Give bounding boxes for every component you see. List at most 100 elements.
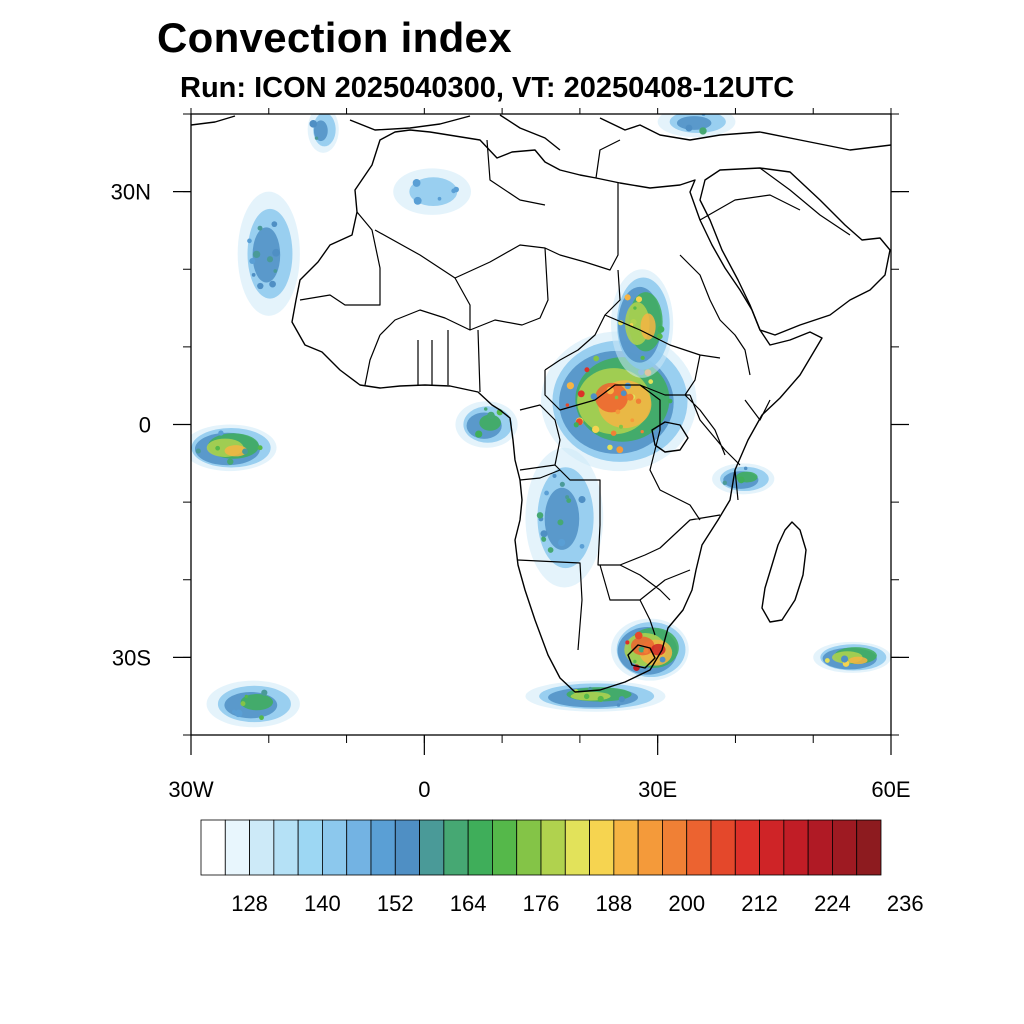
- convection-speck: [593, 355, 600, 362]
- convection-speck: [261, 689, 268, 696]
- colorbar-swatch: [297, 819, 323, 876]
- convection-speck: [635, 296, 643, 303]
- colorbar-swatch: [807, 819, 833, 876]
- convection-speck: [565, 403, 570, 407]
- convection-speck: [251, 273, 256, 277]
- colorbar-swatch: [589, 819, 615, 876]
- convection-contour: [651, 643, 666, 656]
- convection-speck: [630, 418, 635, 423]
- convection-speck: [271, 221, 278, 228]
- convection-speck: [579, 543, 585, 549]
- colorbar-swatch: [613, 819, 639, 876]
- europe-coastline: [191, 114, 891, 151]
- convection-speck: [557, 519, 564, 526]
- colorbar-swatch: [540, 819, 566, 876]
- convection-speck: [638, 646, 645, 653]
- colorbar-label: 128: [231, 891, 268, 916]
- convection-cell: [712, 463, 775, 495]
- convection-speck: [413, 196, 422, 205]
- convection-speck: [412, 179, 421, 187]
- colorbar: 128 140 152 164 176 188 200 212 224 236: [200, 819, 924, 916]
- colorbar-swatch: [783, 819, 809, 876]
- y-tick-label: 30S: [112, 645, 151, 670]
- convection-contour: [544, 487, 580, 550]
- convection-contour: [224, 445, 248, 457]
- convection-speck: [257, 445, 263, 451]
- convection-speck: [648, 379, 654, 384]
- convection-speck: [626, 393, 634, 401]
- convection-speck: [624, 382, 632, 390]
- colorbar-swatch: [249, 819, 275, 876]
- convection-speck: [841, 655, 849, 663]
- convection-speck: [640, 355, 645, 360]
- convection-speck: [252, 250, 261, 259]
- convection-cell: [813, 641, 891, 673]
- colorbar-swatch: [516, 819, 542, 876]
- convection-speck: [657, 325, 665, 333]
- convection-speck: [218, 430, 224, 436]
- convection-speck: [667, 398, 673, 404]
- convection-speck: [618, 696, 625, 703]
- colorbar-swatch: [346, 819, 372, 876]
- colorbar-label: 188: [595, 891, 632, 916]
- convection-speck: [584, 367, 590, 373]
- convection-cell: [525, 680, 666, 712]
- axis-ticks: 30W 0 30E 60E 30N 0 30S: [111, 108, 911, 802]
- colorbar-swatch: [734, 819, 760, 876]
- colorbar-label: 200: [668, 891, 705, 916]
- convection-speck: [266, 256, 274, 263]
- convection-speck: [743, 466, 748, 471]
- convection-cell: [611, 618, 689, 681]
- colorbar-swatch: [637, 819, 663, 876]
- convection-contour: [240, 694, 274, 711]
- convection-speck: [620, 390, 627, 397]
- convection-speck: [635, 398, 642, 404]
- africa-coastline: [291, 129, 823, 693]
- colorbar-swatch: [322, 819, 348, 876]
- convection-cell: [657, 114, 736, 138]
- convection-speck: [633, 659, 637, 664]
- convection-speck: [659, 656, 666, 663]
- convection-contour: [595, 382, 628, 413]
- convection-speck: [557, 538, 566, 547]
- convection-speck: [590, 393, 598, 400]
- convection-speck: [273, 269, 278, 273]
- convection-speck: [309, 120, 318, 128]
- convection-speck: [573, 422, 579, 428]
- colorbar-swatch: [759, 819, 785, 876]
- convection-speck: [657, 333, 663, 340]
- convection-cell: [455, 401, 518, 448]
- madagascar-coastline: [761, 521, 807, 623]
- convection-cell: [611, 269, 674, 378]
- convection-speck: [247, 238, 252, 244]
- convection-speck: [536, 512, 544, 519]
- convection-speck: [737, 476, 745, 484]
- convection-speck: [552, 473, 557, 478]
- convection-speck: [597, 695, 604, 702]
- convection-speck: [541, 536, 547, 542]
- colorbar-swatch: [832, 819, 858, 876]
- colorbar-swatch: [710, 819, 736, 876]
- colorbar-swatch: [443, 819, 469, 876]
- colorbar-swatch: [200, 819, 226, 876]
- convection-speck: [269, 280, 276, 288]
- convection-speck: [640, 429, 644, 434]
- convection-speck: [607, 444, 613, 451]
- convection-speck: [540, 530, 548, 538]
- convection-speck: [544, 490, 549, 496]
- colorbar-swatch: [662, 819, 688, 876]
- convection-speck: [625, 640, 630, 645]
- convection-speck: [615, 409, 621, 415]
- convection-speck: [257, 282, 264, 290]
- colorbar-label: 236: [887, 891, 924, 916]
- map-subtitle: Run: ICON 2025040300, VT: 20250408-12UTC: [180, 72, 795, 104]
- convection-cell: [525, 447, 604, 588]
- convection-speck: [257, 225, 263, 231]
- convection-speck: [624, 294, 631, 301]
- convection-speck: [583, 693, 590, 700]
- convection-cell: [191, 424, 277, 472]
- coastlines-and-borders: [191, 114, 891, 693]
- convection-speck: [195, 448, 201, 454]
- convection-speck: [614, 395, 619, 400]
